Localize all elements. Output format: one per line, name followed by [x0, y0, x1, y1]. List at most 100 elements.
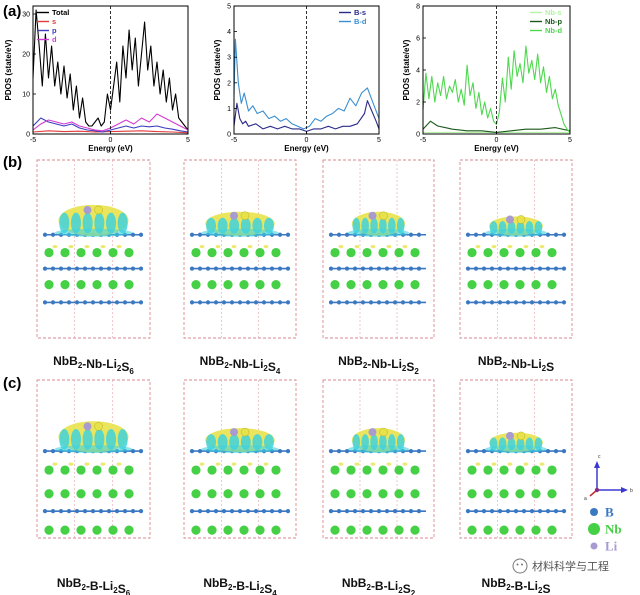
structure-panel-0 — [36, 379, 151, 539]
niobium-atom — [76, 489, 86, 499]
legend-entry: p — [52, 26, 57, 35]
y-tick-label: 3 — [227, 55, 231, 62]
boron-atom — [336, 509, 342, 514]
isosurface-lobe — [523, 462, 529, 466]
caption-text: S — [406, 360, 414, 374]
isosurface-lobe — [199, 462, 205, 466]
caption-subscript: 2 — [398, 586, 403, 595]
panel-frame — [183, 379, 297, 539]
niobium-atom — [394, 525, 404, 535]
boron-atom — [138, 509, 144, 514]
boron-atom — [336, 300, 342, 305]
isosurface-lobe — [475, 462, 481, 466]
caption-text: -Nb-Li — [367, 357, 402, 371]
boron-atom — [197, 266, 203, 271]
niobium-atom — [76, 465, 86, 475]
niobium-atom — [207, 280, 217, 290]
boron-atom — [545, 232, 551, 237]
isosurface-depletion — [396, 217, 405, 234]
isosurface-depletion — [117, 429, 128, 450]
caption-subscript: 2 — [363, 361, 368, 370]
boron-atom — [213, 509, 219, 514]
boron-atom — [465, 300, 471, 305]
niobium-atom — [60, 525, 70, 535]
caption-subscript: 2 — [228, 583, 233, 592]
isosurface-lobe — [116, 244, 122, 249]
boron-atom — [269, 266, 275, 271]
caption-text: -B-Li — [511, 579, 538, 593]
panel-frame — [36, 159, 151, 339]
niobium-atom — [92, 247, 102, 258]
niobium-atom — [92, 280, 102, 290]
caption-subscript: 2 — [260, 586, 265, 595]
niobium-atom — [378, 465, 388, 475]
boron-atom — [98, 266, 104, 271]
niobium-atom — [60, 247, 70, 258]
niobium-atom — [346, 247, 356, 258]
axis-c-arrow-icon — [594, 461, 600, 468]
caption-subscript: 2 — [414, 367, 419, 376]
niobium-atom — [499, 525, 509, 535]
niobium-atom — [378, 525, 388, 535]
species-label-li: Li — [605, 539, 618, 554]
niobium-atom — [346, 280, 356, 290]
isosurface-lobe — [215, 244, 221, 249]
panel-frame — [36, 379, 151, 539]
isosurface-lobe — [338, 462, 344, 466]
boron-atom — [553, 266, 559, 271]
boron-atom — [360, 266, 366, 271]
axis-b-arrow-icon — [621, 487, 628, 493]
boron-atom — [400, 300, 406, 305]
boron-atom — [42, 449, 48, 454]
boron-atom — [285, 449, 291, 454]
species-swatch-nb — [588, 523, 600, 535]
boron-atom — [553, 300, 559, 305]
boron-atom — [74, 266, 80, 271]
isosurface-depletion — [206, 217, 217, 234]
niobium-atom — [467, 280, 477, 290]
structure-panel-3 — [459, 379, 573, 539]
caption-text: NbB — [478, 354, 503, 368]
boron-atom — [368, 266, 374, 271]
series-line-2-2 — [422, 45, 571, 133]
niobium-atom — [124, 465, 134, 475]
y-tick-label: 4 — [227, 29, 231, 36]
boron-atom — [90, 266, 96, 271]
boron-atom — [561, 300, 567, 305]
boron-atom — [537, 509, 543, 514]
isosurface-lobe — [491, 462, 497, 466]
niobium-atom — [531, 489, 541, 499]
boron-atom — [229, 300, 235, 305]
niobium-atom — [239, 525, 249, 535]
caption-text: -Nb-Li — [82, 357, 117, 371]
caption-text: -Nb-Li — [229, 357, 264, 371]
boron-atom — [344, 266, 350, 271]
boron-atom — [328, 232, 334, 237]
structure-panel-2 — [322, 159, 435, 339]
x-axis-label: Energy (eV) — [474, 144, 519, 153]
boron-atom — [521, 509, 527, 514]
boron-atom — [481, 449, 487, 454]
isosurface-lobe — [84, 462, 90, 466]
x-tick-label: 5 — [568, 137, 572, 144]
boron-atom — [66, 266, 72, 271]
niobium-atom — [271, 465, 281, 475]
boron-atom — [561, 266, 567, 271]
row-b-caption-1: NbB2-Nb-Li2S4 — [200, 354, 281, 376]
boron-atom — [221, 509, 227, 514]
boron-atom — [197, 300, 203, 305]
isosurface-lobe — [491, 244, 497, 249]
niobium-atom — [362, 465, 372, 475]
isosurface-lobe — [52, 244, 58, 249]
boron-atom — [42, 300, 48, 305]
structure-panel-1 — [183, 159, 297, 339]
boron-atom — [50, 509, 56, 514]
isosurface-lobe — [539, 244, 545, 249]
y-axis-label: PDOS (state/eV) — [213, 39, 222, 100]
niobium-atom — [255, 465, 265, 475]
boron-atom — [197, 232, 203, 237]
x-axis-label: Energy (eV) — [88, 144, 133, 153]
boron-atom — [245, 266, 251, 271]
legend-entry: B-s — [354, 8, 366, 17]
boron-atom — [106, 509, 112, 514]
